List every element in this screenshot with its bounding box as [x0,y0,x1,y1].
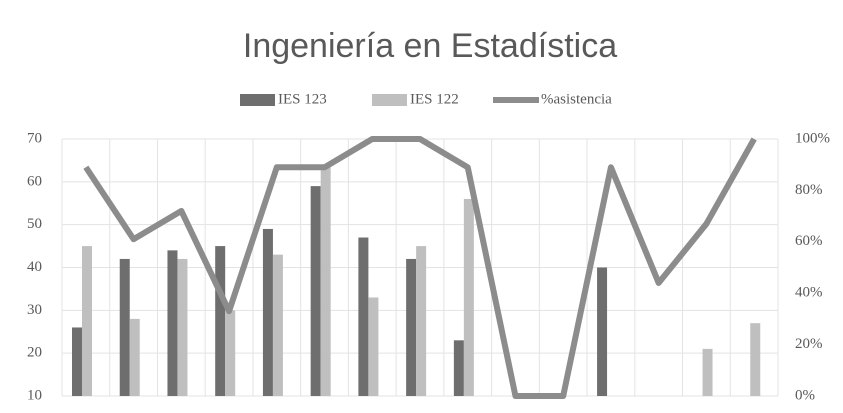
legend-label: IES 123 [278,91,327,107]
y-tick-label: 70 [27,130,42,146]
legend-label: %asistencia [541,91,612,107]
y-tick-label: 30 [27,302,42,318]
bar [310,186,321,396]
chart-title: Ingeniería en Estadística [243,27,617,65]
legend-label: IES 122 [410,91,459,107]
bar [416,246,427,396]
bar [702,348,713,396]
y-tick-label: 60 [27,173,42,189]
y-tick-label: 40 [27,259,42,275]
bar [262,228,273,396]
bar [82,246,92,396]
bar [320,164,331,396]
bar [272,254,283,396]
y2-tick-label: 80% [795,182,823,198]
bar [167,250,178,396]
legend-swatch [372,94,407,106]
line [83,136,757,399]
bar [72,327,82,396]
y2-tick-label: 20% [795,336,823,352]
legend-swatch [240,94,275,106]
bar [225,310,236,396]
y2-tick-label: 100% [795,130,830,146]
bar [177,258,188,396]
bar [368,297,379,396]
bar [119,258,130,396]
bar [215,246,226,396]
bar [597,267,608,396]
y-tick-label: 50 [27,216,42,232]
y-tick-label: 20 [27,345,42,361]
bar [358,237,369,396]
y-tick-label: 10 [27,387,42,403]
bar [463,198,474,396]
bar [129,318,140,396]
y2-tick-label: 0% [795,387,815,403]
bar [750,323,761,396]
y2-tick-label: 60% [795,233,823,249]
bar [406,258,417,396]
y2-tick-label: 40% [795,285,823,301]
bar [453,340,464,396]
